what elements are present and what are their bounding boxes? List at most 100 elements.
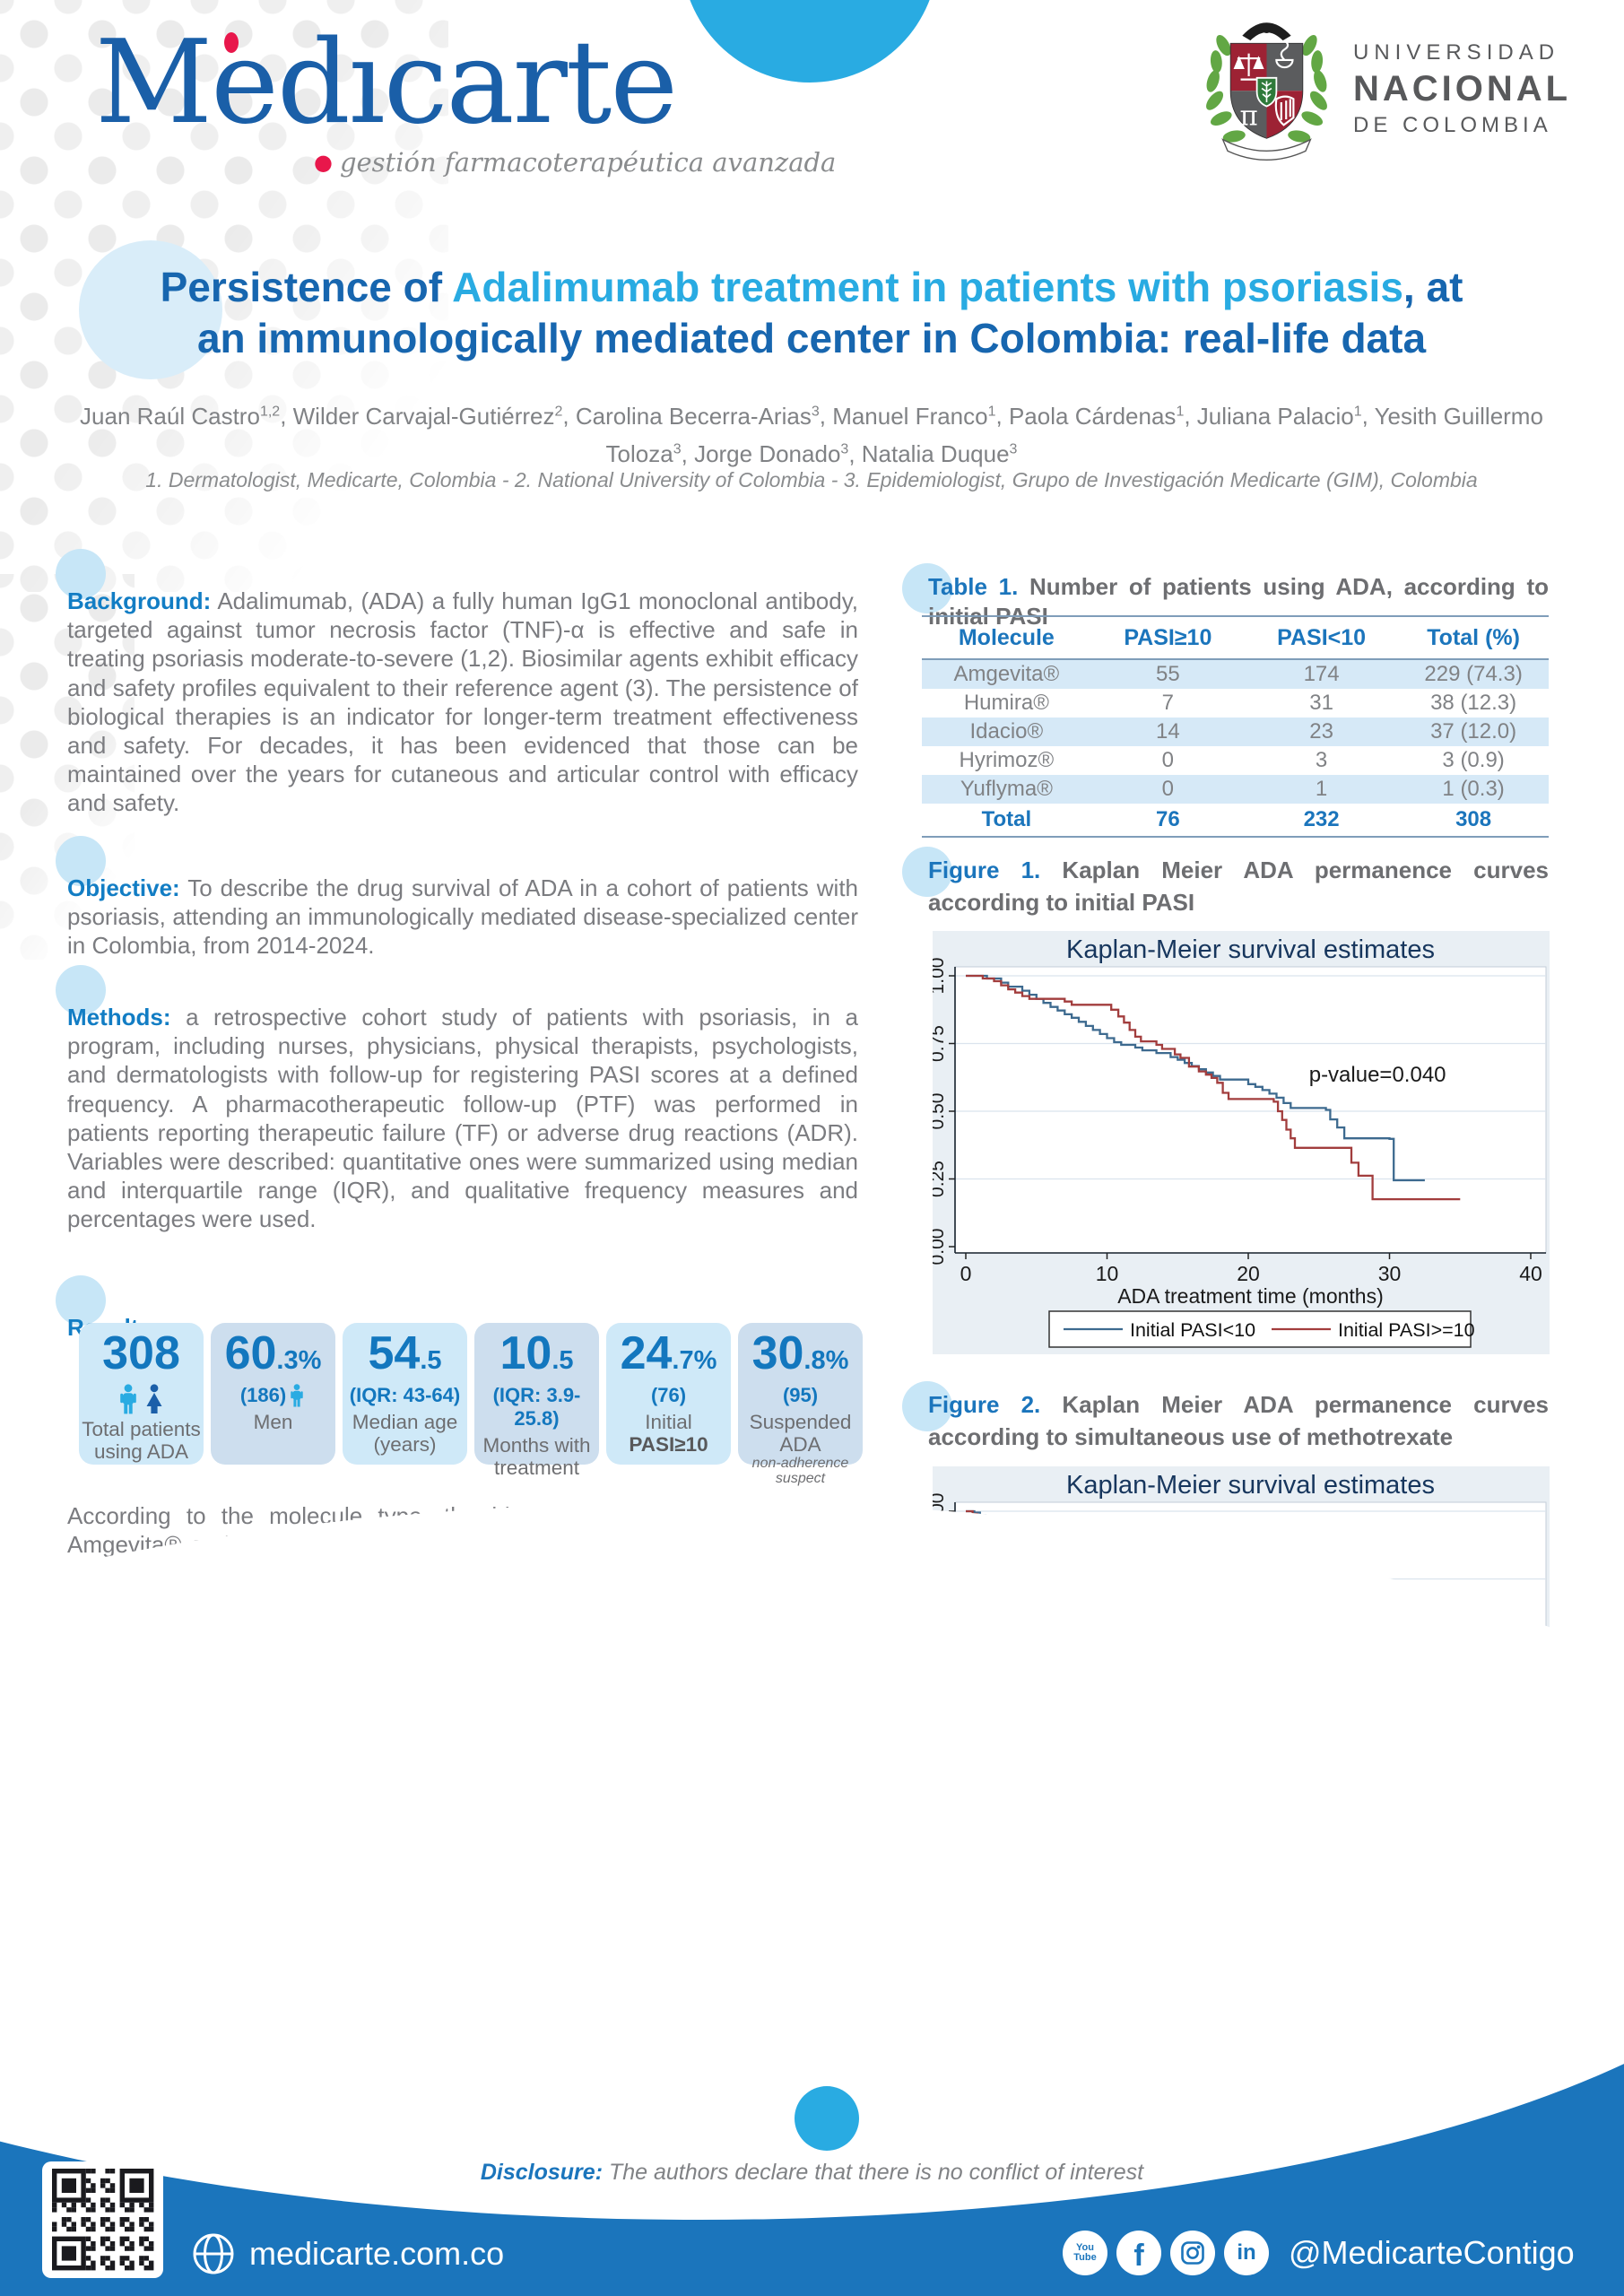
table-cell: 31: [1309, 691, 1333, 715]
table1-header: Molecule PASI≥10 PASI<10 Total (%): [922, 615, 1549, 660]
table-cell: 38 (12.3): [1430, 691, 1517, 715]
author: Natalia Duque3: [861, 440, 1018, 468]
section-circle-decoration: [56, 1275, 106, 1326]
man-icon: [120, 1384, 136, 1414]
title-segment: , at: [1403, 264, 1463, 310]
svg-text:20: 20: [1237, 1262, 1260, 1285]
university-line1: UNIVERSIDAD: [1353, 40, 1560, 65]
table-cell: 7: [1161, 691, 1175, 715]
cyan-circle-decoration: [795, 2086, 859, 2151]
section-circle-decoration: [902, 847, 952, 897]
university-line2: NACIONAL: [1353, 69, 1572, 109]
university-line3: DE COLOMBIA: [1353, 113, 1552, 137]
globe-icon: [193, 2233, 234, 2274]
table-cell: 55: [1155, 662, 1180, 686]
table1-header-cell: Total (%): [1398, 615, 1549, 660]
table-cell: 308: [1398, 804, 1549, 838]
disclosure-text: The authors declare that there is no con…: [603, 2160, 1144, 2185]
table-cell: 3 (0.9): [1442, 748, 1505, 772]
svg-text:0.75: 0.75: [933, 1025, 948, 1062]
table-cell: Total: [922, 804, 1091, 838]
background-section: Background: Adalimumab, (ADA) a fully hu…: [67, 587, 858, 818]
background-text: Adalimumab, (ADA) a fully human IgG1 mon…: [67, 587, 858, 817]
objective-label: Objective:: [67, 874, 180, 901]
author: Yesith Guillermo Toloza3: [605, 402, 1543, 468]
stat-caption: Men: [253, 1411, 293, 1433]
svg-text:0: 0: [960, 1262, 972, 1285]
section-circle-decoration: [56, 836, 106, 886]
table-cell: Idacio®: [969, 719, 1044, 744]
section-circle-decoration: [902, 563, 952, 613]
stat-value: 60.3%: [224, 1327, 322, 1379]
methods-section: Methods: a retrospective cohort study of…: [67, 1003, 858, 1234]
figure1-label: Figure 1.: [928, 857, 1041, 883]
stat-caption: Total patients using ADA: [82, 1418, 201, 1463]
table-total-row: Total 76 232 308: [922, 804, 1549, 838]
author: Juan Raúl Castro1,2: [80, 402, 281, 430]
dot-pattern-decoration: [0, 574, 135, 960]
table-cell: Yuflyma®: [960, 777, 1053, 801]
svg-text:Kaplan-Meier survival estimate: Kaplan-Meier survival estimates: [1066, 1471, 1435, 1500]
svg-text:0.25: 0.25: [933, 1161, 948, 1197]
dot-pattern-decoration: [0, 0, 448, 592]
figure1-caption: Figure 1. Kaplan Meier ADA permanence cu…: [928, 854, 1549, 918]
table-cell: 0: [1161, 777, 1175, 801]
table-cell: 229 (74.3): [1424, 662, 1523, 686]
author: Manuel Franco1: [832, 402, 996, 430]
figure1-km-chart: Kaplan-Meier survival estimates 0.00 0.25 0…: [927, 931, 1550, 1354]
poster-title: Persistence of Adalimumab treatment in p…: [49, 262, 1574, 364]
facebook-icon: f: [1116, 2231, 1161, 2275]
table-cell: 23: [1309, 719, 1333, 744]
stat-caption: Initial PASI≥10: [629, 1411, 708, 1456]
svg-text:π: π: [1239, 100, 1257, 132]
authors-line: Juan Raúl Castro1,2, Wilder Carvajal-Gut…: [80, 402, 1543, 468]
table-cell: Amgevita®: [953, 662, 1060, 686]
author: Wilder Carvajal-Gutiérrez2: [292, 402, 563, 430]
man-icon: [291, 1384, 303, 1407]
brand-tagline: ● gestión farmacoterapéutica avanzada: [314, 147, 836, 178]
youtube-icon: You Tube: [1063, 2231, 1107, 2275]
table-row: Yuflyma® 0 1 1 (0.3): [922, 775, 1549, 804]
svg-text:1.00: 1.00: [933, 958, 948, 995]
disclosure: Disclosure: The authors declare that the…: [0, 2160, 1624, 2186]
stat-value: 54.5: [368, 1327, 442, 1379]
svg-text:0.50: 0.50: [933, 1093, 948, 1130]
table1-header-cell: Molecule: [922, 615, 1091, 660]
woman-icon: [146, 1384, 162, 1413]
stat-sub: (186): [211, 1384, 335, 1407]
svg-text:Initial PASI>=10: Initial PASI>=10: [1338, 1319, 1475, 1341]
title-line1: Persistence of Adalimumab treatment in p…: [49, 262, 1574, 313]
university-logo: π UNIVERSIDAD NACIONAL DE COLOMBIA: [1202, 16, 1571, 162]
table-cell: 14: [1155, 719, 1180, 744]
stats-row: 308 Total patients using ADA 60.3% (186) Men…: [79, 1323, 863, 1486]
stat-box: 54.5 (IQR: 43-64) Median age (years): [343, 1323, 467, 1465]
table-cell: 174: [1303, 662, 1340, 686]
stat-value: 30.8%: [751, 1327, 849, 1379]
stat-box: 60.3% (186) Men: [211, 1323, 335, 1465]
methods-text: a retrospective cohort study of patients…: [67, 1004, 858, 1233]
author: Carolina Becerra-Arias3: [575, 402, 820, 430]
table-row: Amgevita® 55 174 229 (74.3): [922, 659, 1549, 689]
table-row: Hyrimoz® 0 3 3 (0.9): [922, 746, 1549, 775]
figure2-caption: Figure 2. Kaplan Meier ADA permanence cu…: [928, 1388, 1549, 1453]
svg-text:p-value=0.040: p-value=0.040: [1309, 1063, 1446, 1087]
svg-text:0.00: 0.00: [933, 1229, 948, 1265]
stat-value: 10.5: [499, 1327, 574, 1379]
social-handle: @MedicarteContigo: [1289, 2234, 1575, 2271]
stat-sub: (IQR: 3.9-25.8): [492, 1384, 581, 1430]
author: Paola Cárdenas1: [1008, 402, 1185, 430]
qr-code: [42, 2161, 163, 2278]
table-cell: 1 (0.3): [1442, 777, 1505, 801]
title-blob-decoration: [79, 240, 222, 379]
title-line2: an immunologically mediated center in Co…: [196, 315, 1427, 361]
table-row: Humira® 7 31 38 (12.3): [922, 689, 1549, 718]
stat-box: 30.8% (95) Suspended ADA non-adherence susp…: [738, 1323, 863, 1486]
methods-label: Methods:: [67, 1004, 171, 1031]
stat-note: non-adherence suspect: [751, 1456, 849, 1486]
section-circle-decoration: [902, 1381, 952, 1431]
medicarte-logo: Medıcarte: [95, 16, 678, 150]
tagline-bullet-icon: ●: [314, 150, 333, 175]
disclosure-label: Disclosure:: [480, 2160, 604, 2185]
instagram-icon: [1170, 2231, 1215, 2275]
